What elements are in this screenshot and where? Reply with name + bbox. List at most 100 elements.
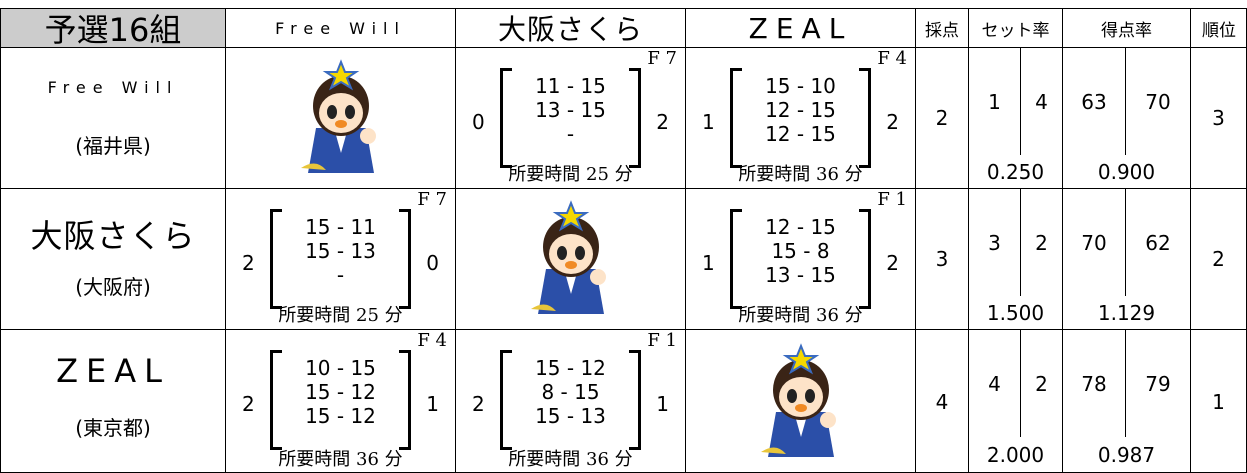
rank: 1 xyxy=(1190,329,1247,473)
court: F 7 xyxy=(417,189,447,210)
points-won: 78 xyxy=(1062,329,1125,437)
set-score: 13 - 15 xyxy=(765,263,836,287)
match-cell xyxy=(225,47,455,188)
court: F 1 xyxy=(877,189,907,210)
sets-right: 1 xyxy=(656,392,669,416)
sets-left: 2 xyxy=(472,392,485,416)
match-cell: F 7 0 2 11 - 15 13 - 15- 所要時間 25 分 xyxy=(455,47,685,188)
set-score: 15 - 8 xyxy=(771,239,830,263)
sets-left: 1 xyxy=(702,251,715,275)
bracket xyxy=(859,68,871,168)
team-cell: 大阪さくら (大阪府) xyxy=(0,188,225,329)
sets-left: 2 xyxy=(242,392,255,416)
sets-right: 0 xyxy=(426,251,439,275)
column-header: 採点 xyxy=(915,8,968,47)
bracket xyxy=(270,209,282,309)
mascot-holder xyxy=(686,330,915,473)
sets-right: 1 xyxy=(426,392,439,416)
duration: 所要時間 25 分 xyxy=(508,164,633,185)
sets-lost: 2 xyxy=(1020,329,1062,437)
set-score: 8 - 15 xyxy=(541,380,600,404)
court: F 4 xyxy=(877,48,907,69)
column-header: 順位 xyxy=(1190,8,1247,47)
bracket xyxy=(500,350,512,450)
duration: 所要時間 25 分 xyxy=(278,305,403,326)
duration: 所要時間 36 分 xyxy=(738,164,863,185)
set-score: 12 - 15 xyxy=(765,122,836,146)
bracket xyxy=(629,68,641,168)
bracket xyxy=(270,350,282,450)
bracket xyxy=(859,209,871,309)
set-rate: 1.500 xyxy=(968,296,1062,329)
sets-lost: 4 xyxy=(1020,47,1062,155)
team-header: ZEAL xyxy=(685,8,915,47)
duration: 所要時間 36 分 xyxy=(738,305,863,326)
bracket xyxy=(399,350,411,450)
set-score: - xyxy=(566,122,575,146)
set-score: 15 - 11 xyxy=(305,215,376,239)
sets-lost: 2 xyxy=(1020,188,1062,296)
sets-won: 1 xyxy=(968,47,1020,155)
court: F 1 xyxy=(647,330,677,351)
set-score: 13 - 15 xyxy=(535,98,606,122)
score: 2 xyxy=(915,47,968,188)
prefecture: (福井県) xyxy=(75,134,151,158)
court: F 7 xyxy=(647,48,677,69)
bracket xyxy=(399,209,411,309)
sets-won: 3 xyxy=(968,188,1020,296)
column-header: セット率 xyxy=(968,8,1062,47)
match-cell xyxy=(685,329,915,473)
point-rate: 1.129 xyxy=(1062,296,1190,329)
team-cell: ZEAL (東京都) xyxy=(0,329,225,473)
title-cell: 予選16組 xyxy=(0,8,225,49)
set-score: 15 - 12 xyxy=(305,404,376,428)
duration: 所要時間 36 分 xyxy=(278,449,403,470)
mascot xyxy=(300,59,376,173)
sets-left: 0 xyxy=(472,110,485,134)
score: 4 xyxy=(915,329,968,473)
mascot xyxy=(530,200,606,314)
point-rate: 0.900 xyxy=(1062,155,1190,188)
match-cell: F 1 1 2 12 - 15 15 - 8 13 - 15 所要時間 36 分 xyxy=(685,188,915,329)
score: 3 xyxy=(915,188,968,329)
sets-right: 2 xyxy=(656,110,669,134)
mascot-holder xyxy=(226,48,455,188)
bracket xyxy=(629,350,641,450)
set-score: 15 - 12 xyxy=(305,380,376,404)
match-cell: F 4 2 1 10 - 15 15 - 12 15 - 12 所要時間 36 分 xyxy=(225,329,455,473)
team-name: 大阪さくら xyxy=(30,217,196,255)
bracket xyxy=(730,68,742,168)
sets-left: 1 xyxy=(702,110,715,134)
match-cell: F 1 2 1 15 - 12 8 - 15 15 - 13 所要時間 36 分 xyxy=(455,329,685,473)
bracket xyxy=(500,68,512,168)
rank: 2 xyxy=(1190,188,1247,329)
match-cell: F 4 1 2 15 - 10 12 - 15 12 - 15 所要時間 36 分 xyxy=(685,47,915,188)
bracket xyxy=(730,209,742,309)
team-cell: Free Will (福井県) xyxy=(0,47,225,188)
set-rate: 2.000 xyxy=(968,437,1062,473)
set-score: 10 - 15 xyxy=(305,356,376,380)
sets-left: 2 xyxy=(242,251,255,275)
set-score: - xyxy=(336,263,345,287)
match-cell: F 7 2 0 15 - 11 15 - 13- 所要時間 25 分 xyxy=(225,188,455,329)
set-score: 11 - 15 xyxy=(535,74,606,98)
rank: 3 xyxy=(1190,47,1247,188)
set-score: 15 - 12 xyxy=(535,356,606,380)
mascot-holder xyxy=(456,189,685,329)
set-score: 15 - 13 xyxy=(305,239,376,263)
set-rate: 0.250 xyxy=(968,155,1062,188)
set-score: 15 - 10 xyxy=(765,74,836,98)
court: F 4 xyxy=(417,330,447,351)
point-rate: 0.987 xyxy=(1062,437,1190,473)
duration: 所要時間 36 分 xyxy=(508,449,633,470)
points-lost: 62 xyxy=(1125,188,1190,296)
match-cell xyxy=(455,188,685,329)
team-header: 大阪さくら xyxy=(455,8,685,47)
team-header: Free Will xyxy=(225,8,455,47)
sets-right: 2 xyxy=(886,251,899,275)
points-won: 63 xyxy=(1062,47,1125,155)
prefecture: (大阪府) xyxy=(75,275,151,299)
set-score: 15 - 13 xyxy=(535,404,606,428)
points-won: 70 xyxy=(1062,188,1125,296)
